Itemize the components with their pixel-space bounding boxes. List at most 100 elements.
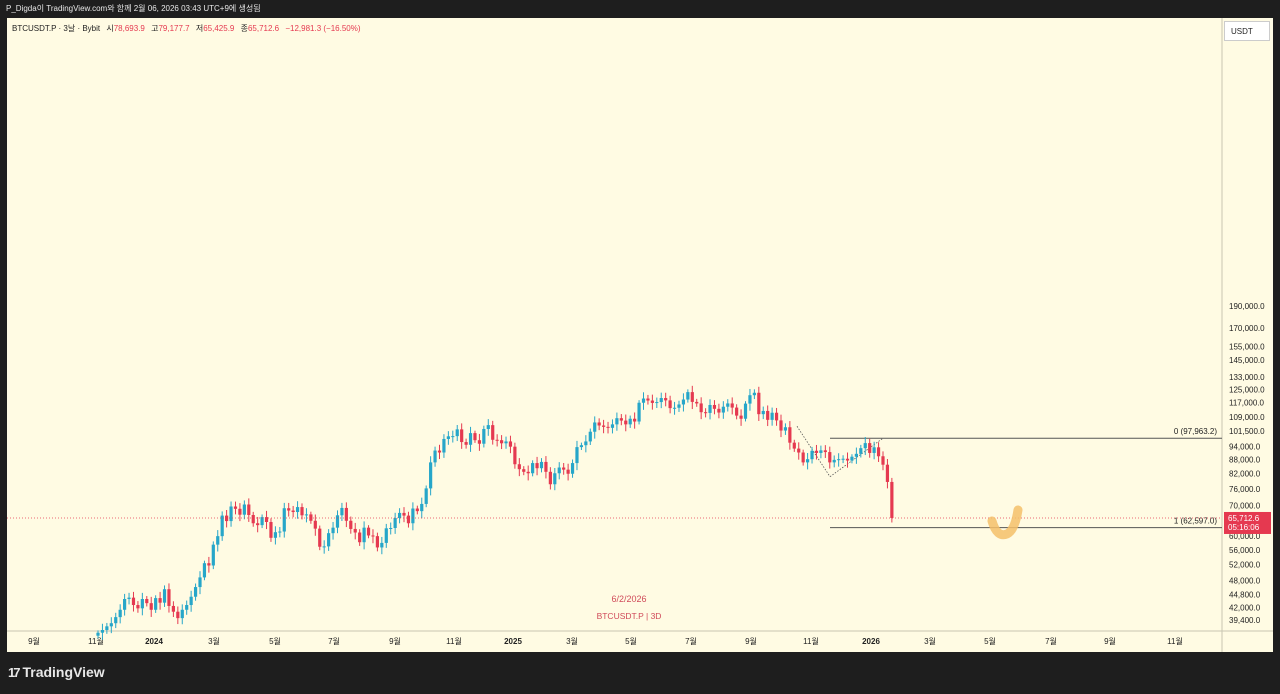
candle-body — [358, 532, 362, 543]
price-axis-label: 70,000.0 — [1229, 501, 1261, 510]
candle-body — [854, 453, 858, 457]
candle-body — [185, 605, 189, 610]
candle-body — [845, 458, 850, 461]
candle-body — [238, 508, 242, 515]
price-axis-label: 101,500.0 — [1229, 427, 1265, 436]
candle-body — [202, 563, 207, 578]
candle-body — [233, 506, 238, 509]
candle-body — [548, 471, 552, 485]
candle-body — [349, 520, 353, 529]
price-axis-label: 39,400.0 — [1229, 616, 1261, 625]
time-axis-label: 5월 — [984, 636, 996, 646]
candle-body — [442, 438, 446, 453]
candle-body — [402, 512, 406, 516]
candle-body — [282, 508, 286, 532]
candle-body — [868, 443, 872, 453]
candle-body — [766, 410, 770, 420]
candle-body — [690, 392, 694, 402]
price-axis-label: 52,000.0 — [1229, 561, 1261, 570]
candle-body — [189, 596, 193, 606]
candle-body — [735, 407, 739, 416]
time-axis-label: 9월 — [28, 636, 40, 646]
candle-body — [389, 527, 393, 529]
candle-body — [375, 536, 380, 548]
time-axis-label: 7월 — [328, 636, 340, 646]
price-axis-label: 42,000.0 — [1229, 603, 1261, 612]
candle-body — [420, 503, 424, 512]
candle-body — [451, 436, 455, 438]
price-axis-label: 82,000.0 — [1229, 470, 1261, 479]
candle-body — [384, 528, 388, 543]
candle-body — [717, 408, 721, 413]
candle-body — [535, 463, 539, 469]
time-axis-label: 5월 — [625, 636, 637, 646]
candle-body — [415, 508, 419, 512]
candle-body — [801, 452, 805, 463]
candle-body — [499, 440, 504, 444]
candle-body — [508, 441, 513, 447]
price-axis-label: 145,000.0 — [1229, 356, 1265, 365]
candle-body — [504, 441, 508, 444]
candle-body — [140, 599, 144, 609]
chart-area[interactable]: 39,400.0 42,000.0 44,800.0 48,000.0 52,000.0… — [7, 18, 1273, 652]
candle-body — [247, 504, 251, 515]
price-axis-label: 133,000.0 — [1229, 373, 1265, 382]
candle-body — [482, 428, 486, 444]
currency-selector[interactable]: USDT — [1224, 21, 1270, 41]
candle-body — [557, 467, 561, 474]
time-axis-label: 3월 — [924, 636, 936, 646]
candle-body — [619, 418, 623, 421]
time-axis-label: 3월 — [208, 636, 220, 646]
candlestick-chart[interactable]: 39,400.0 42,000.0 44,800.0 48,000.0 52,000.0… — [7, 18, 1273, 652]
candle-body — [597, 422, 601, 426]
candle-body — [468, 433, 473, 445]
candle-body — [176, 611, 180, 619]
candle-body — [464, 442, 468, 445]
candle-body — [393, 518, 397, 528]
candle-body — [353, 528, 357, 533]
legend-open-label: 시 — [106, 24, 114, 33]
candle-body — [823, 450, 827, 453]
legend-low: 65,425.9 — [203, 24, 235, 33]
candle-body — [544, 461, 548, 472]
candle-body — [819, 450, 823, 453]
candle-body — [712, 404, 717, 409]
candle-body — [491, 425, 495, 440]
candle-body — [730, 403, 734, 408]
price-axis-label: 117,000.0 — [1229, 399, 1265, 408]
candle-body — [872, 447, 876, 453]
legend-close-label: 종 — [240, 24, 248, 33]
candle-body — [606, 426, 610, 428]
candle-body — [686, 392, 690, 400]
candle-body — [588, 431, 592, 442]
candle-body — [216, 536, 220, 545]
time-axis-label: 2025 — [504, 637, 522, 646]
candle-body — [145, 599, 149, 604]
candle-body — [513, 446, 517, 465]
candle-body — [198, 577, 202, 588]
candle-body — [641, 398, 646, 403]
candle-body — [287, 508, 291, 511]
tradingview-logo[interactable]: 17 TradingView — [8, 664, 105, 680]
candle-body — [779, 420, 783, 431]
time-axis-label: 9월 — [1104, 636, 1116, 646]
candle-body — [584, 441, 588, 446]
candle-body — [229, 506, 233, 522]
candle-body — [162, 589, 167, 603]
candle-body — [593, 422, 597, 432]
candle-body — [114, 617, 118, 624]
candle-body — [876, 447, 881, 457]
candle-body — [171, 605, 175, 612]
candle-body — [668, 400, 672, 409]
candle-body — [220, 515, 224, 537]
candle-body — [295, 507, 300, 513]
check-mark-drawing — [987, 505, 1023, 540]
price-axis-label: 190,000.0 — [1229, 302, 1265, 311]
candle-body — [890, 481, 894, 518]
candle-body — [788, 427, 792, 443]
price-axis-label: 88,000.0 — [1229, 456, 1261, 465]
candle-body — [105, 626, 109, 631]
watermark-symbol: BTCUSDT.P | 3D — [596, 611, 662, 621]
candle-body — [637, 402, 641, 422]
candle-body — [566, 469, 570, 474]
